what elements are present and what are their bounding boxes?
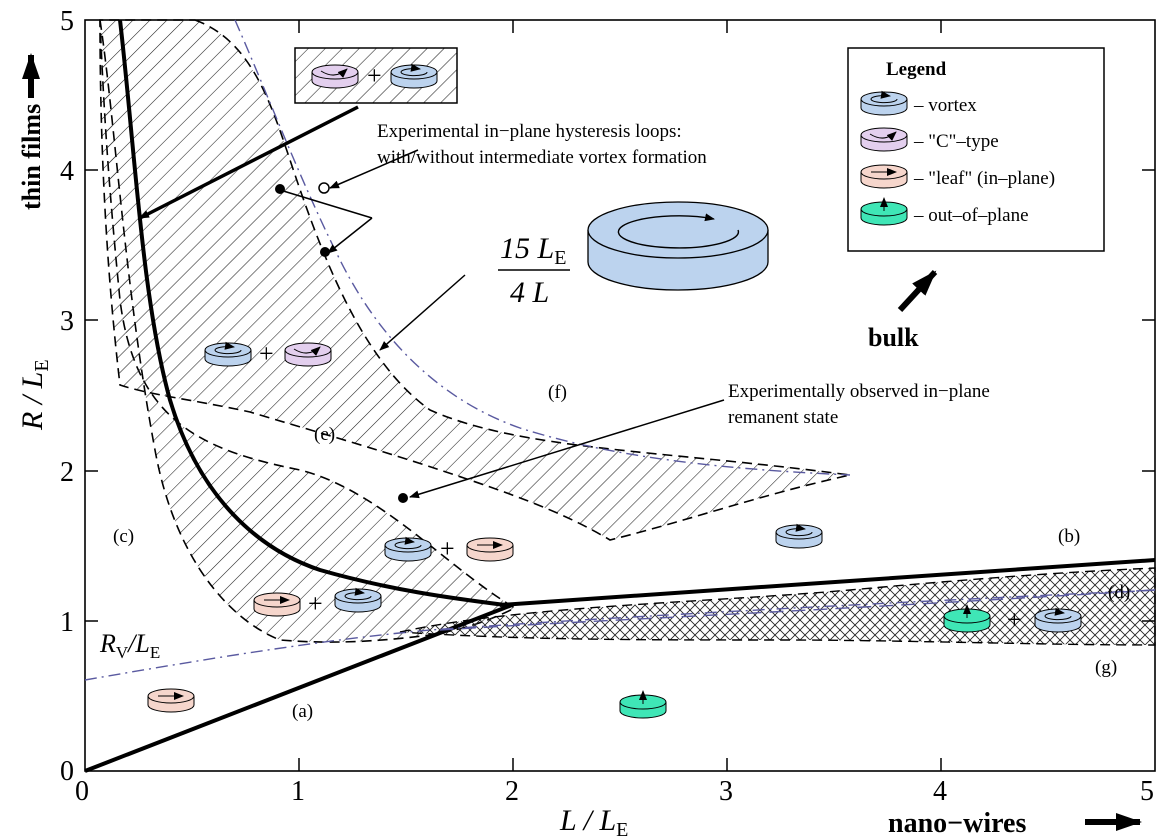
hatched-region-upper [99,19,851,541]
plus-sign: + [440,534,455,563]
x-axis-title: L / LE [559,804,628,838]
hysteresis-annotation-line2: with/without intermediate vortex formati… [377,147,707,168]
disk-icons [147,63,1082,719]
svg-text:15 LE: 15 LE [500,232,566,269]
y-tick-label: 2 [60,457,74,488]
experimental-point [398,493,408,503]
x-tick-label: 1 [291,776,305,807]
legend-item-label: – "C"–type [913,131,999,152]
vortex-disk-icon [390,63,438,89]
legend-c-type-icon [860,127,908,152]
x-tick-label: 2 [505,776,519,807]
boundary-line-a [84,603,513,773]
region-label-d: (d) [1108,582,1130,603]
experimental-point [320,247,330,257]
boundary-curve-vortex [118,19,506,607]
plus-sign: + [259,339,274,368]
x-tick-label: 0 [75,776,89,807]
formula-15le-4l: 15 LE 4 L [498,232,570,309]
annotation-pointers [279,149,725,499]
rv-le-label: RV/LE [99,629,160,662]
region-label-f: (f) [548,382,567,403]
y-tick-label: 0 [60,756,74,787]
x-tick-label: 3 [719,776,733,807]
inset-pointer-arrow [139,105,359,220]
region-label-e: (e) [314,424,335,445]
legend-title: Legend [886,59,947,80]
y-tick-label: 5 [60,6,74,37]
vortex-disk-icon [384,536,432,562]
leaf-disk-icon [253,592,301,617]
c-type-disk-icon [284,342,332,367]
out-of-plane-disk-icon [619,690,667,719]
y-tick-label: 3 [60,306,74,337]
plus-signs: + + + + + [259,61,1022,634]
hysteresis-annotation-line1: Experimental in−plane hysteresis loops: [377,121,682,142]
vortex-disk-icon [204,341,252,367]
bulk-arrow [897,269,938,313]
region-label-g: (g) [1095,657,1117,678]
svg-text:4 L: 4 L [510,276,549,309]
remanent-annotation-line2: remanent state [728,407,838,428]
nano-wires-label: nano−wires [888,808,1026,838]
dashed-boundary-d [439,589,1156,631]
out-of-plane-disk-icon [943,604,991,633]
leaf-disk-icon [466,537,514,562]
legend-item-label: – out–of–plane [913,205,1029,226]
leaf-disk-icon [147,688,195,713]
region-label-b: (b) [1058,526,1080,547]
plus-sign: + [367,61,382,90]
c-type-disk-icon [311,64,359,89]
y-tick-label: 1 [60,607,74,638]
dashdot-curve-rv-le [84,589,1156,681]
legend-item-label: – "leaf" (in–plane) [913,168,1055,189]
x-tick-label: 5 [1140,776,1154,807]
boundary-line-b [499,558,1156,607]
plus-sign: + [1007,605,1022,634]
vortex-disk-icon [334,587,382,613]
experimental-point [275,184,285,194]
vortex-disk-icon [1034,607,1082,633]
y-tick-label: 4 [60,156,74,187]
x-tick-label: 4 [933,776,947,807]
large-vortex-disk-icon [587,201,769,291]
thin-films-label: thin films [17,104,46,210]
legend-item-label: – vortex [913,95,977,116]
plot-frame [84,19,1156,772]
y-axis-title: R / LE [16,359,53,431]
region-label-c: (c) [113,526,134,547]
legend-out-of-plane-icon [860,197,908,226]
remanent-annotation-line1: Experimentally observed in−plane [728,381,990,402]
experimental-point-open [318,182,330,194]
vortex-disk-icon [775,523,823,549]
region-label-a: (a) [292,701,313,722]
x-axis-ticks [298,20,942,771]
legend-vortex-icon [860,90,908,116]
y-axis-ticks [85,169,1155,622]
bulk-label: bulk [868,323,919,352]
plus-sign: + [308,589,323,618]
hatched-region-ce [99,19,517,643]
legend-leaf-icon [860,164,908,189]
